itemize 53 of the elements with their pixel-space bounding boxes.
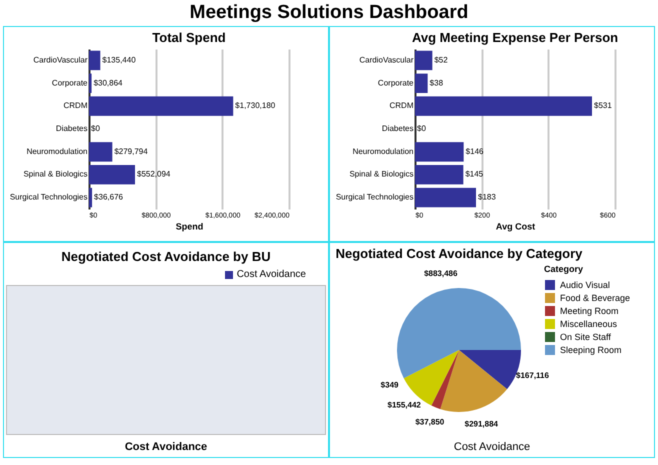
pie-slice (440, 350, 508, 412)
data-label: $146 (466, 146, 484, 156)
legend-label: On Site Staff (560, 332, 612, 342)
data-label: $36,676 (94, 192, 124, 202)
chart-title: Avg Meeting Expense Per Person (412, 30, 618, 45)
data-label: $1,730,180 (235, 101, 276, 110)
y-tick-label: Spinal & Biologics (23, 170, 88, 179)
data-label: $279,794 (114, 146, 148, 156)
data-label: $37,850 (415, 417, 445, 426)
y-tick-label: Corporate (52, 78, 88, 88)
y-tick-label: Surgical Technologies (336, 192, 414, 202)
data-label: $552,094 (137, 170, 171, 179)
data-label: $883,486 (424, 269, 458, 278)
data-label: $38 (430, 78, 444, 88)
y-tick-label: CRDM (390, 101, 414, 110)
data-label: $0 (417, 124, 426, 133)
data-label: $0 (91, 124, 100, 133)
y-tick-label: CRDM (64, 101, 88, 110)
x-axis-title: Avg Cost (496, 222, 536, 232)
text: Cost Avoidance (124, 441, 208, 453)
data-label: $145 (465, 170, 484, 179)
chart-title: Negotiated Cost Avoidance by Category (336, 246, 584, 261)
data-label: $30,864 (94, 78, 124, 88)
text: Cost Avoidance (236, 269, 306, 280)
text: Cost Avoidance (452, 441, 532, 453)
data-label: $155,442 (387, 400, 422, 410)
y-tick-label: CardioVascular (33, 55, 88, 64)
legend-label: Miscellaneous (560, 319, 618, 329)
legend-label: Sleeping Room (560, 345, 622, 355)
text: Negotiated Cost Avoidance by BU (60, 249, 272, 264)
x-axis-title: Spend (176, 222, 204, 232)
y-tick-label: Spinal & Biologics (349, 170, 414, 179)
legend-title: Category (544, 264, 584, 274)
data-label: $531 (594, 101, 612, 110)
y-tick-label: Neuromodulation (26, 146, 88, 156)
y-tick-label: Diabetes (56, 124, 88, 133)
y-tick-label: Diabetes (382, 124, 414, 133)
legend-label: Meeting Room (560, 306, 619, 316)
chart-title: Total Spend (152, 30, 226, 45)
text: Meetings Solutions Dashboard (188, 1, 470, 25)
legend-label: Food & Beverage (560, 293, 630, 303)
y-tick-label: Neuromodulation (352, 146, 414, 156)
data-label: $167,116 (516, 371, 550, 380)
data-label: $52 (434, 55, 448, 64)
data-label: $291,884 (464, 420, 499, 429)
y-tick-label: CardioVascular (359, 55, 414, 64)
y-tick-label: Surgical Technologies (10, 192, 88, 202)
y-tick-label: Corporate (378, 78, 414, 88)
data-label: $135,440 (102, 55, 136, 64)
data-label: $349 (380, 380, 400, 390)
data-label: $183 (478, 192, 496, 202)
legend-label: Audio Visual (560, 280, 610, 290)
pie-slice (431, 350, 459, 410)
